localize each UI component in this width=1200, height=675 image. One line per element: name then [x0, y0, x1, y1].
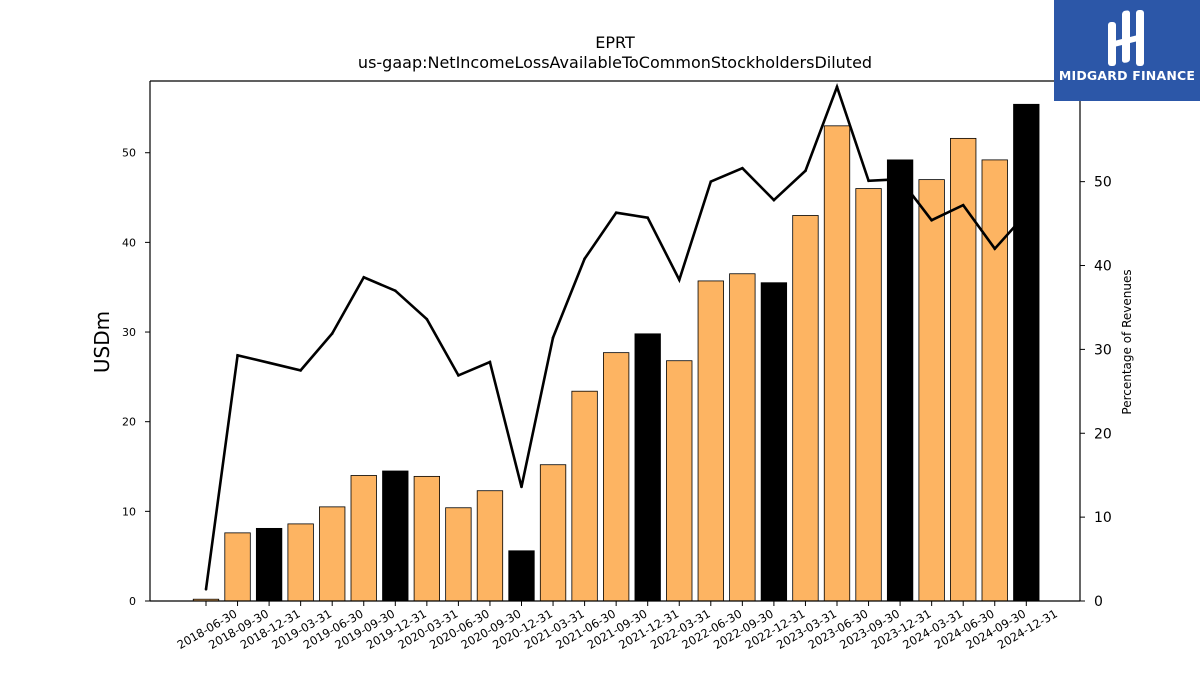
logo-mark-icon: [1108, 10, 1144, 66]
bar-2019-09-30: [350, 475, 377, 602]
bar-2023-06-30: [823, 125, 851, 602]
line-point-2019-09-30: [362, 275, 366, 279]
bar-2022-12-31: [760, 282, 788, 602]
y2-tick-label: 40: [1094, 259, 1112, 275]
bar-2023-12-31: [886, 159, 914, 602]
line-point-2018-06-30: [204, 587, 208, 591]
line-point-2021-12-31: [646, 216, 649, 220]
line-point-2023-09-30: [867, 179, 870, 183]
bar-2020-12-31: [508, 550, 535, 602]
brand-logo: MIDGARD FINANCE: [1054, 0, 1200, 101]
y-tick-label: 20: [122, 416, 136, 429]
chart-title: EPRT: [595, 33, 635, 52]
line-point-2023-12-31: [898, 177, 902, 181]
line-point-2022-09-30: [741, 166, 744, 170]
y-axis-label: USDm: [90, 311, 114, 373]
line-point-2023-03-31: [804, 169, 807, 173]
chart-subtitle: us-gaap:NetIncomeLossAvailableToCommonSt…: [358, 53, 872, 72]
bar-2020-06-30: [445, 507, 472, 602]
bar-2020-03-31: [413, 475, 441, 602]
y-tick-label: 10: [122, 505, 136, 518]
line-point-2019-12-31: [394, 289, 397, 292]
bar-2019-03-31: [287, 523, 314, 602]
y2-tick-label: 30: [1094, 342, 1112, 358]
bar-2021-06-30: [571, 390, 598, 602]
line-point-2024-09-30: [993, 247, 997, 251]
bar-2022-09-30: [729, 273, 756, 602]
bar-2021-12-31: [634, 333, 661, 602]
bar-2022-06-30: [697, 280, 724, 602]
y2-tick-label: 20: [1094, 426, 1112, 442]
line-point-2020-06-30: [457, 374, 460, 377]
line-point-2021-06-30: [583, 257, 586, 261]
line-point-2022-06-30: [709, 180, 713, 183]
bar-series: [192, 103, 1040, 602]
line-point-2020-03-31: [425, 317, 429, 321]
line-point-2021-03-31: [551, 336, 555, 339]
bar-2024-09-30: [981, 159, 1008, 602]
line-point-2021-09-30: [614, 211, 618, 214]
y2-tick-label: 10: [1094, 510, 1112, 526]
percentage-line-series: [204, 83, 1028, 591]
bar-2020-09-30: [476, 490, 504, 602]
line-point-2019-03-31: [299, 369, 302, 372]
y-tick-label: 50: [122, 147, 136, 160]
bar-2023-03-31: [792, 215, 819, 602]
bar-2018-12-31: [255, 527, 283, 602]
line-point-2019-06-30: [330, 332, 334, 335]
bar-2018-09-30: [224, 532, 251, 602]
line-point-2023-06-30: [835, 85, 839, 89]
bar-2022-03-31: [666, 360, 693, 602]
bar-2024-12-31: [1013, 103, 1040, 602]
bar-2019-12-31: [382, 470, 409, 602]
bar-2021-09-30: [603, 352, 630, 602]
bar-2019-06-30: [319, 506, 346, 602]
line-point-2024-06-30: [961, 203, 965, 207]
line-point-2020-12-31: [520, 485, 523, 489]
logo-text: MIDGARD FINANCE: [1058, 68, 1196, 83]
bar-2024-03-31: [918, 179, 945, 602]
line-point-2018-12-31: [267, 361, 271, 365]
y2-tick-label: 0: [1094, 594, 1103, 610]
line-point-2018-09-30: [236, 353, 239, 357]
bar-2021-03-31: [539, 464, 567, 602]
line-point-2020-09-30: [488, 360, 492, 364]
line-point-2022-12-31: [772, 198, 776, 202]
line-point-2024-03-31: [930, 218, 933, 222]
y2-tick-label: 50: [1094, 175, 1112, 191]
line-point-2024-12-31: [1025, 212, 1028, 215]
y-tick-label: 0: [129, 595, 136, 608]
bar-2024-06-30: [950, 137, 977, 602]
bar-2023-09-30: [855, 188, 882, 602]
y-tick-label: 40: [122, 236, 136, 249]
y-tick-label: 30: [122, 326, 136, 339]
y2-axis-label: Percentage of Revenues: [1120, 269, 1134, 414]
line-point-2022-03-31: [677, 278, 681, 282]
